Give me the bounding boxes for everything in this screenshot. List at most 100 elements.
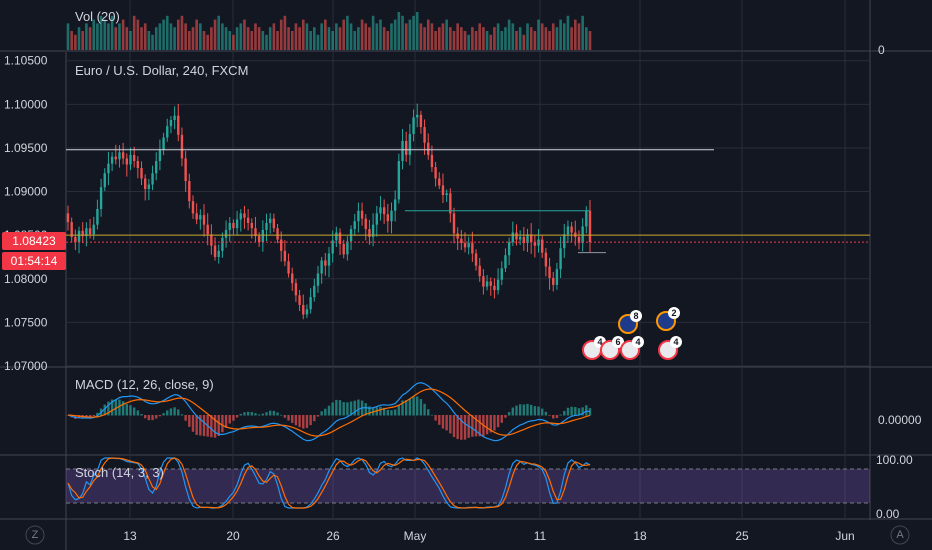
zoom-button-frame xyxy=(25,525,45,545)
volume-bar xyxy=(349,23,353,50)
candle-body xyxy=(298,295,301,305)
event-count-badge xyxy=(630,310,642,322)
volume-bar xyxy=(324,19,327,50)
candle-body xyxy=(397,161,401,200)
volume-bar xyxy=(70,31,73,50)
volume-bar xyxy=(239,23,243,50)
macd-histogram-bar xyxy=(103,404,106,416)
symbol-title[interactable]: Euro / U.S. Dollar, 240, FXCM xyxy=(75,63,249,78)
candle-body xyxy=(283,250,287,262)
macd-line xyxy=(67,382,591,442)
candle-body xyxy=(257,236,261,243)
macd-legend[interactable]: MACD (12, 26, close, 9) xyxy=(75,377,214,392)
candle-body xyxy=(379,207,382,214)
volume-bar xyxy=(162,19,165,50)
candle-body xyxy=(195,213,198,220)
macd-histogram-bar xyxy=(452,415,456,438)
volume-bar xyxy=(232,34,235,50)
volume-bar xyxy=(507,19,511,50)
zoom-button[interactable]: Z xyxy=(31,529,39,541)
candle-body xyxy=(143,178,147,189)
volume-bar xyxy=(522,34,526,50)
macd-histogram-bar xyxy=(445,415,448,431)
macd-histogram-bar xyxy=(188,415,191,427)
candle-body xyxy=(125,158,129,165)
candle-body xyxy=(489,281,492,286)
candle-body xyxy=(368,229,371,237)
macd-histogram-bar xyxy=(423,403,426,416)
volume-bar xyxy=(99,15,103,51)
volume-bar xyxy=(566,15,570,51)
candle-body xyxy=(272,218,276,229)
volume-bar xyxy=(548,31,551,50)
candle-body xyxy=(559,248,562,270)
countdown-badge: 01:54:14 xyxy=(2,252,66,270)
candle-body xyxy=(313,285,316,298)
candle-body xyxy=(563,234,566,249)
volume-bar xyxy=(588,31,592,50)
volume-bar xyxy=(360,19,364,50)
macd-histogram-bar xyxy=(357,399,360,416)
macd-histogram-bar xyxy=(511,407,515,416)
macd-histogram-bar xyxy=(313,415,316,422)
macd-histogram-bar xyxy=(261,413,265,416)
stoch-legend[interactable]: Stoch (14, 3, 3) xyxy=(75,465,164,480)
candle-body xyxy=(404,140,408,155)
candle-body xyxy=(449,193,452,214)
macd-histogram-bar xyxy=(210,415,213,438)
auto-scale-button[interactable]: A xyxy=(896,529,904,541)
volume-bar xyxy=(254,23,257,50)
candle-body xyxy=(504,255,507,269)
volume-bar xyxy=(202,31,206,50)
volume-legend[interactable]: Vol (20) xyxy=(75,9,120,24)
volume-bar xyxy=(393,19,397,50)
volume-bar xyxy=(191,27,195,50)
macd-histogram-bar xyxy=(566,407,570,416)
macd-histogram-bar xyxy=(507,412,511,416)
candle-body xyxy=(375,213,378,225)
volume-bar xyxy=(305,23,309,50)
volume-bar xyxy=(290,31,294,50)
candle-body xyxy=(70,222,73,237)
macd-histogram-bar xyxy=(434,415,437,421)
volume-bar xyxy=(147,31,151,50)
volume-bar xyxy=(489,34,493,50)
volume-bar xyxy=(331,31,334,50)
candle-body xyxy=(268,218,272,223)
candle-body xyxy=(533,242,537,246)
candle-body xyxy=(529,234,533,243)
event-count-badge xyxy=(670,336,682,348)
volume-bar xyxy=(346,15,349,51)
candle-body xyxy=(158,149,162,162)
candle-body xyxy=(485,281,489,287)
volume-bar xyxy=(544,27,548,50)
volume-bar xyxy=(504,27,507,50)
volume-bar xyxy=(143,23,147,50)
volume-bar xyxy=(382,27,386,50)
macd-histogram-bar xyxy=(416,396,419,416)
macd-histogram-bar xyxy=(456,415,459,440)
volume-bar xyxy=(250,31,254,50)
candle-body xyxy=(302,304,305,315)
candle-body xyxy=(438,178,441,186)
macd-histogram-bar xyxy=(496,415,500,428)
macd-histogram-bar xyxy=(224,415,228,428)
volume-bar xyxy=(485,31,489,50)
candle-body xyxy=(500,268,503,280)
macd-histogram-bar xyxy=(320,411,323,416)
macd-histogram-bar xyxy=(397,404,401,416)
candle-body xyxy=(430,154,434,168)
candle-body xyxy=(103,173,106,188)
macd-histogram-bar xyxy=(438,415,441,425)
macd-histogram-bar xyxy=(555,415,559,419)
candle-body xyxy=(585,210,588,227)
candle-body xyxy=(382,207,386,215)
x-tick-label: 11 xyxy=(534,529,547,543)
volume-bar xyxy=(129,31,132,50)
x-tick-label: Jun xyxy=(835,529,854,543)
macd-histogram-bar xyxy=(254,413,257,416)
volume-bar xyxy=(415,12,419,50)
volume-bar xyxy=(268,27,272,50)
candle-body xyxy=(496,279,500,291)
